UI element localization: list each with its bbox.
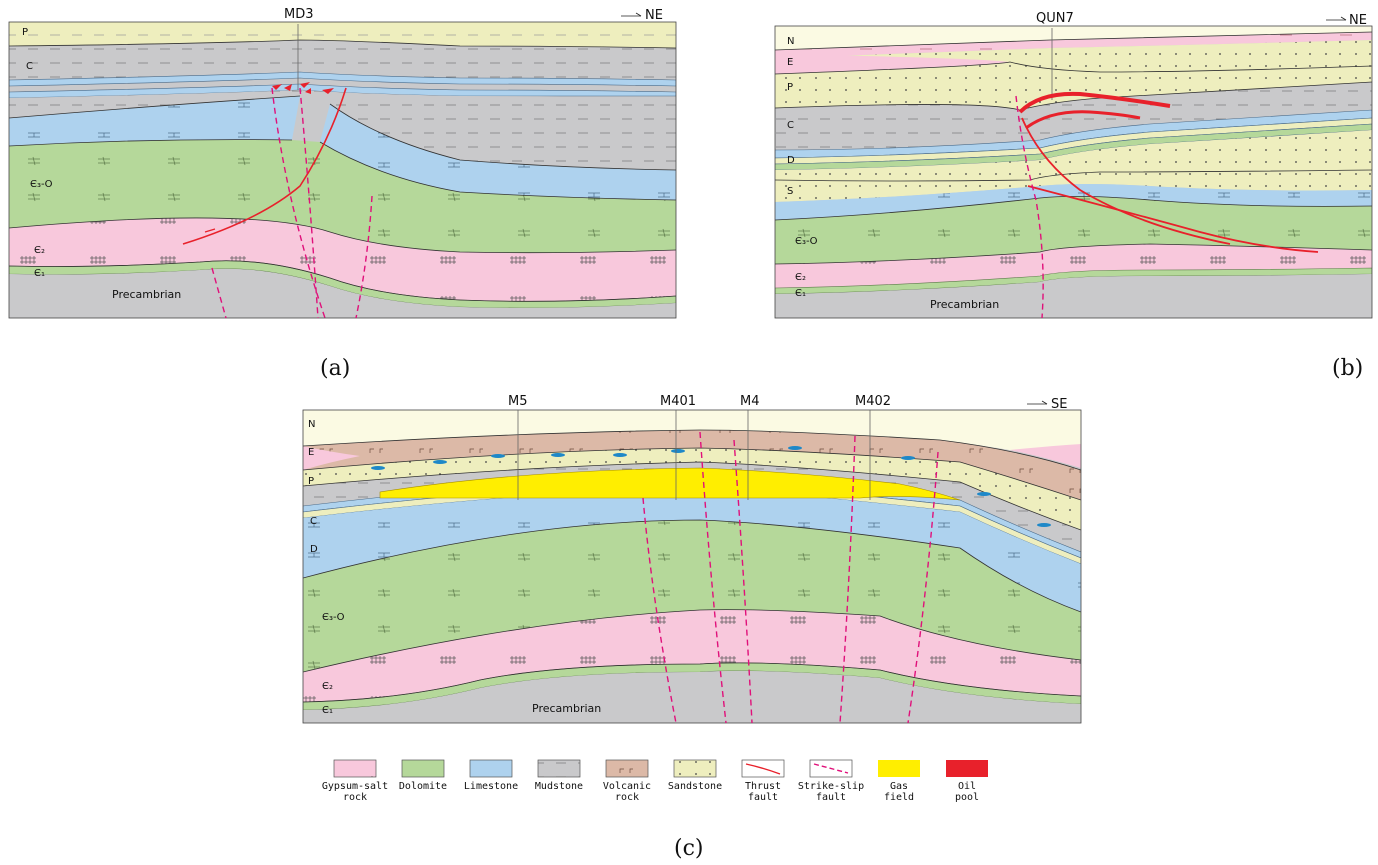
stratum-label: Є₃-O bbox=[795, 236, 818, 247]
basement-label: Precambrian bbox=[112, 288, 181, 301]
well-label: M5 bbox=[508, 394, 528, 409]
legend-label: fault bbox=[816, 792, 846, 803]
legend-label: Gas bbox=[890, 781, 908, 792]
oil-pool-a bbox=[272, 82, 334, 94]
stratum-label: Є₁ bbox=[795, 288, 806, 299]
stratum-label: Є₁ bbox=[322, 705, 333, 716]
legend-item-sandstone: Sandstone bbox=[668, 759, 722, 792]
legend-item-dolomite: Dolomite bbox=[399, 759, 447, 792]
stratum-label: Є₂ bbox=[34, 245, 45, 256]
stratum-label: C bbox=[787, 120, 794, 131]
direction-indicator: SE bbox=[1027, 397, 1067, 412]
legend-label: rock bbox=[343, 792, 367, 803]
legend-swatch bbox=[537, 759, 581, 778]
thrust-faults-b bbox=[1021, 117, 1319, 253]
oil-pool-b bbox=[1018, 91, 1171, 114]
panel-c-cross-section: M5 M401 M4 M402 SE N E P C D Є₃-O Є₂ Є₁ … bbox=[302, 394, 1082, 724]
stratum-label: C bbox=[310, 516, 317, 527]
stratum-label: N bbox=[308, 419, 315, 430]
panel-label-b: (b) bbox=[1332, 356, 1363, 381]
basement-label: Precambrian bbox=[930, 298, 999, 311]
legend-swatch bbox=[605, 759, 649, 778]
panel-label-a: (a) bbox=[320, 356, 350, 381]
direction-indicator: NE bbox=[1326, 13, 1367, 28]
thrust-fault-symbol bbox=[745, 763, 781, 775]
legend-label: Gypsum-salt bbox=[322, 781, 388, 792]
stratum-label: N bbox=[787, 36, 794, 47]
stratum-label: P bbox=[787, 82, 793, 93]
svg-text:NE: NE bbox=[1349, 13, 1367, 28]
legend-label: Volcanic bbox=[603, 781, 651, 792]
legend-label: Dolomite bbox=[399, 781, 447, 792]
legend-swatch bbox=[673, 759, 717, 778]
legend-swatch bbox=[333, 759, 377, 778]
legend-swatch bbox=[469, 759, 513, 778]
legend-label: Mudstone bbox=[535, 781, 583, 792]
stratum-label: C bbox=[26, 61, 33, 72]
well-label: QUN7 bbox=[1036, 11, 1074, 26]
stratum-label: E bbox=[308, 447, 314, 458]
well-label: M401 bbox=[660, 394, 696, 409]
legend-item-mudstone: Mudstone bbox=[535, 759, 583, 792]
legend-swatch bbox=[401, 759, 445, 778]
legend-label: Oil bbox=[958, 781, 976, 792]
panel-a-cross-section: MD3 NE P C Є₃-O Є₂ Є₁ Precambrian (a) bbox=[8, 7, 677, 381]
svg-text:NE: NE bbox=[645, 8, 663, 23]
basement-label: Precambrian bbox=[532, 702, 601, 715]
panel-label-c: (c) bbox=[674, 836, 704, 861]
stratum-label: Є₂ bbox=[322, 681, 333, 692]
legend-label: fault bbox=[748, 792, 778, 803]
strike-slip-faults-a bbox=[211, 87, 373, 319]
stratum-label: S bbox=[787, 186, 793, 197]
stratum-label: D bbox=[787, 155, 795, 166]
svg-text:SE: SE bbox=[1051, 397, 1067, 412]
legend-label: Strike-slip bbox=[798, 781, 864, 792]
legend-label: Sandstone bbox=[668, 781, 722, 792]
strike-slip-faults-b bbox=[1015, 95, 1044, 319]
direction-indicator: NE bbox=[621, 8, 663, 23]
panel-b-cross-section: QUN7 NE N E P C D S Є₃-O Є₂ Є₁ Precambri… bbox=[774, 11, 1373, 381]
thrust-fault-a bbox=[182, 87, 347, 245]
strike-slip-fault-symbol bbox=[813, 763, 849, 774]
gas-field-c bbox=[379, 467, 961, 501]
stratum-label: P bbox=[308, 476, 314, 487]
well-label: M4 bbox=[740, 394, 760, 409]
legend-label: rock bbox=[615, 792, 639, 803]
legend-item-limestone: Limestone bbox=[464, 759, 518, 792]
strike-slip-faults-c bbox=[642, 431, 939, 724]
legend-swatch bbox=[878, 760, 920, 777]
legend-label: field bbox=[884, 792, 914, 803]
legend-label: pool bbox=[955, 792, 979, 803]
legend-label: Limestone bbox=[464, 781, 518, 792]
stratum-label: Є₂ bbox=[795, 272, 806, 283]
stratum-label: Є₁ bbox=[34, 268, 45, 279]
stratum-label: P bbox=[22, 27, 28, 38]
well-label: MD3 bbox=[284, 7, 314, 22]
stratum-label: E bbox=[787, 57, 793, 68]
stratum-label: Є₃-O bbox=[30, 179, 53, 190]
legend-swatch bbox=[946, 760, 988, 777]
stratum-label: D bbox=[310, 544, 318, 555]
stratum-label: Є₃-O bbox=[322, 612, 345, 623]
legend-label: Thrust bbox=[745, 781, 781, 792]
well-label: M402 bbox=[855, 394, 891, 409]
